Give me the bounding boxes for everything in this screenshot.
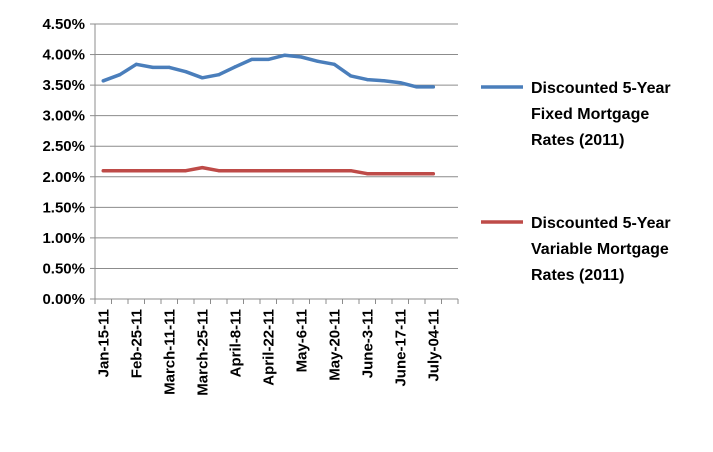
y-axis-tick-labels: 0.00% 0.50% 1.00% 1.50% 2.00% 2.50% 3.00% 3.50%… (42, 16, 85, 308)
series-lines (101, 53, 436, 176)
legend-label: Discounted 5-Year (531, 215, 671, 232)
y-tick-label: 0.50% (42, 260, 85, 277)
data-point (118, 169, 122, 173)
x-tick-label: May-20-11 (326, 309, 343, 381)
legend-label: Variable Mortgage (531, 241, 669, 258)
data-point (382, 79, 386, 83)
data-point (299, 169, 303, 173)
data-point (316, 169, 320, 173)
y-tick-label: 1.00% (42, 230, 85, 247)
data-point (316, 59, 320, 63)
data-point (233, 65, 237, 69)
data-point (233, 169, 237, 173)
data-point (365, 78, 369, 82)
data-point (398, 172, 402, 176)
data-point (266, 169, 270, 173)
data-point (184, 169, 188, 173)
y-tick-label: 1.50% (42, 199, 85, 216)
data-point (250, 169, 254, 173)
data-point (283, 53, 287, 57)
data-point (266, 57, 270, 62)
data-point (299, 55, 303, 59)
x-tick-label: June-3-11 (359, 309, 376, 378)
x-tick-label: March-25-11 (194, 309, 211, 396)
data-point (349, 169, 353, 173)
data-point (332, 62, 336, 66)
y-tick-label: 3.00% (42, 108, 85, 125)
data-point (134, 169, 138, 173)
y-tick-label: 2.00% (42, 169, 85, 186)
data-point (167, 169, 171, 173)
data-point (134, 62, 138, 66)
data-point (200, 76, 204, 80)
data-point (184, 70, 188, 74)
legend-label: Rates (2011) (531, 132, 624, 149)
x-tick-label: Feb-25-11 (128, 309, 145, 378)
legend-label: Fixed Mortgage (531, 106, 649, 123)
data-point (283, 169, 287, 173)
x-tick-label: June-17-11 (392, 309, 409, 387)
gridlines (95, 23, 458, 269)
x-tick-label: March-11-11 (161, 309, 178, 395)
x-tick-label: April-8-11 (227, 309, 244, 377)
data-point (332, 169, 336, 173)
y-tick-label: 4.00% (42, 47, 85, 64)
x-tick-label: April-22-11 (260, 309, 277, 386)
x-tick-label: July-04-11 (425, 309, 442, 382)
data-point (118, 73, 122, 77)
y-tick-label: 2.50% (42, 138, 85, 155)
axes (90, 23, 459, 304)
legend-label: Discounted 5-Year (531, 80, 671, 97)
data-point (349, 74, 353, 78)
data-point (415, 172, 419, 176)
y-tick-label: 3.50% (42, 77, 85, 94)
data-point (151, 169, 155, 173)
data-point (217, 73, 221, 77)
x-tick-label: Jan-15-11 (95, 309, 112, 377)
data-point (431, 172, 435, 176)
data-point (382, 172, 386, 176)
x-axis-tick-labels: Jan-15-11 Feb-25-11 March-11-11 March-25-11… (95, 309, 442, 396)
data-point (167, 65, 171, 69)
data-point (151, 65, 155, 69)
data-point (101, 169, 105, 173)
data-point (200, 166, 204, 170)
y-tick-label: 4.50% (42, 16, 85, 33)
legend-label: Rates (2011) (531, 267, 624, 284)
data-point (101, 79, 105, 83)
data-point (217, 169, 221, 173)
data-point (398, 81, 402, 85)
data-point (365, 172, 369, 176)
data-point (415, 85, 419, 89)
x-tick-label: May-6-11 (293, 309, 310, 372)
y-tick-label: 0.00% (42, 291, 85, 308)
data-point (250, 57, 254, 62)
data-point (431, 85, 435, 89)
legend: Discounted 5-Year Fixed Mortgage Rates (20… (481, 80, 671, 284)
